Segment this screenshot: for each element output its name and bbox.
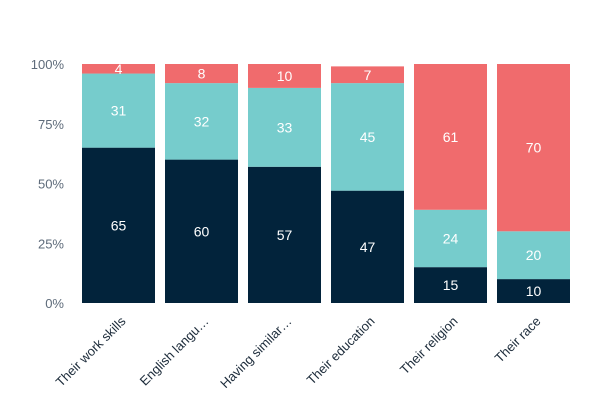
bar-segment: [82, 64, 155, 74]
bar-segment: [497, 231, 570, 280]
bar-segment: [165, 159, 238, 303]
bar-stack: 57 33 10: [248, 64, 321, 303]
bar-segment: [165, 64, 238, 84]
data-label: 33: [277, 119, 293, 135]
data-label: 65: [111, 217, 127, 233]
data-label: 24: [443, 230, 459, 246]
bar-segment: [248, 87, 321, 167]
x-tick-label: Their work skills: [53, 313, 129, 389]
data-label: 47: [360, 239, 376, 255]
bar-segment: [497, 279, 570, 303]
y-tick-label: 75%: [38, 117, 64, 132]
data-label: 57: [277, 227, 293, 243]
data-label: 60: [194, 223, 210, 239]
data-label: 10: [277, 68, 293, 84]
data-label: 61: [443, 129, 459, 145]
bar-segment: [414, 64, 487, 210]
bar-segment: [82, 73, 155, 148]
data-label: 45: [360, 129, 376, 145]
bar-segment: [497, 64, 570, 232]
data-label: 4: [115, 61, 123, 77]
data-label: 32: [194, 113, 210, 129]
bars: 65 31 4 60 32 8 57 33 10 47 45 7 15 24 61 10 20 70: [82, 61, 570, 303]
bar-segment: [331, 190, 404, 303]
bar-stack: 65 31 4: [82, 61, 155, 303]
data-label: 7: [364, 67, 372, 83]
data-label: 10: [526, 283, 542, 299]
bar-stack: 47 45 7: [331, 66, 404, 303]
x-tick-label: English langu…: [137, 314, 212, 389]
y-axis: 0% 25% 50% 75% 100%: [31, 57, 65, 311]
bar-stack: 60 32 8: [165, 64, 238, 303]
bar-segment: [331, 83, 404, 191]
bar-stack: 15 24 61: [414, 64, 487, 303]
x-tick-label: Having similar…: [217, 314, 295, 392]
data-label: 15: [443, 277, 459, 293]
y-tick-label: 50%: [38, 177, 64, 192]
y-tick-label: 100%: [31, 57, 65, 72]
data-label: 8: [198, 66, 206, 82]
x-tick-label: Their race: [492, 314, 544, 366]
bar-segment: [165, 83, 238, 160]
data-label: 20: [526, 247, 542, 263]
bar-segment: [248, 166, 321, 303]
data-label: 31: [111, 103, 127, 119]
bar-segment: [414, 209, 487, 268]
bar-segment: [248, 64, 321, 88]
bar-segment: [82, 147, 155, 303]
y-tick-label: 0%: [45, 296, 64, 311]
bar-segment: [414, 267, 487, 303]
bar-segment: [331, 66, 404, 84]
x-tick-label: Their education: [304, 314, 378, 388]
bar-stack: 10 20 70: [497, 64, 570, 303]
x-tick-label: Their religion: [397, 314, 461, 378]
data-label: 70: [526, 140, 542, 156]
x-axis: Their work skills English langu… Having si…: [53, 313, 544, 391]
y-tick-label: 25%: [38, 236, 64, 251]
